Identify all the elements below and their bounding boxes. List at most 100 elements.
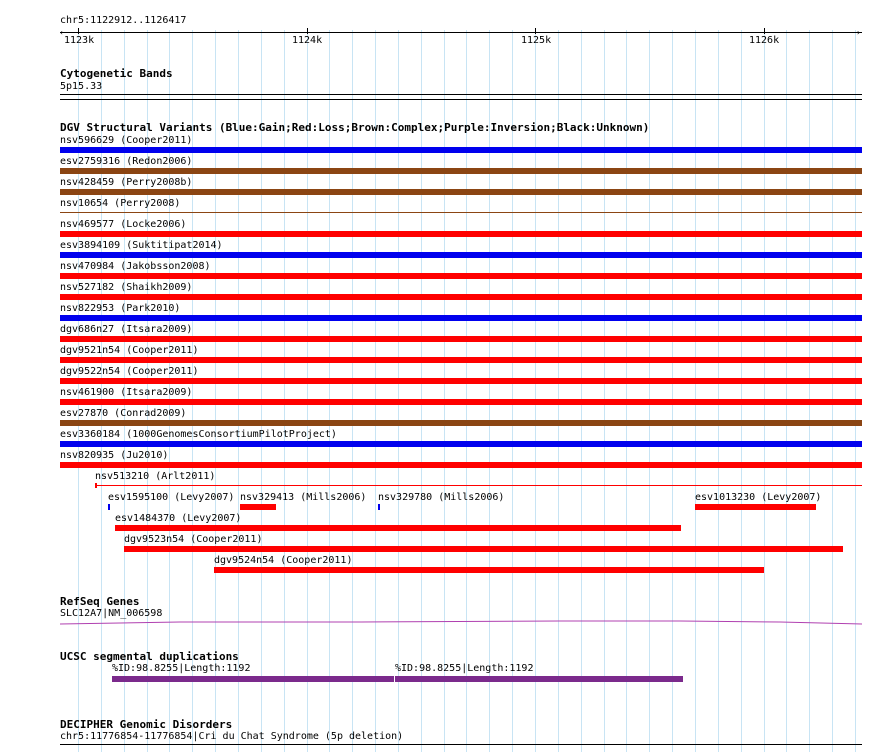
grid-line: [147, 30, 148, 752]
grid-line: [398, 30, 399, 752]
cytoband-track-title[interactable]: Cytogenetic Bands: [60, 67, 173, 80]
variant-bar[interactable]: [115, 525, 681, 531]
variant-label[interactable]: nsv428459 (Perry2008b): [60, 177, 193, 188]
variant-label[interactable]: esv1484370 (Levy2007): [115, 513, 242, 524]
grid-line: [329, 30, 330, 752]
grid-line: [718, 30, 719, 752]
segdup-bar[interactable]: [112, 676, 394, 682]
decipher-bar[interactable]: [60, 744, 862, 745]
variant-bar[interactable]: [60, 231, 862, 237]
refseq-gene-line[interactable]: [60, 618, 862, 628]
variant-bar[interactable]: [60, 315, 862, 321]
variant-label[interactable]: dgv9523n54 (Cooper2011): [124, 534, 263, 545]
grid-line: [626, 30, 627, 752]
ruler-tick-label: 1123k: [64, 35, 95, 46]
variant-bar[interactable]: [60, 441, 862, 447]
variant-bar[interactable]: [695, 504, 816, 510]
grid-line: [101, 30, 102, 752]
ruler-tick-label: 1125k: [521, 35, 552, 46]
grid-line: [169, 30, 170, 752]
variant-label[interactable]: nsv822953 (Park2010): [60, 303, 181, 314]
variant-label[interactable]: esv2759316 (Redon2006): [60, 156, 193, 167]
variant-bar[interactable]: [60, 147, 862, 153]
grid-line: [558, 30, 559, 752]
dgv-track-title[interactable]: DGV Structural Variants (Blue:Gain;Red:L…: [60, 121, 650, 134]
segdup-bar[interactable]: [395, 676, 683, 682]
grid-line: [284, 30, 285, 752]
variant-label[interactable]: esv1595100 (Levy2007): [108, 492, 235, 503]
variant-bar[interactable]: [60, 420, 862, 426]
variant-label[interactable]: nsv10654 (Perry2008): [60, 198, 181, 209]
grid-line: [444, 30, 445, 752]
variant-label[interactable]: nsv470984 (Jakobsson2008): [60, 261, 211, 272]
ruler-right-arrow-icon: ›: [856, 28, 861, 37]
segdup-track-title[interactable]: UCSC segmental duplications: [60, 650, 239, 663]
variant-bar[interactable]: [60, 378, 862, 384]
grid-line: [672, 30, 673, 752]
grid-line: [261, 30, 262, 752]
variant-label[interactable]: nsv513210 (Arlt2011): [95, 471, 216, 482]
variant-label[interactable]: nsv527182 (Shaikh2009): [60, 282, 193, 293]
ruler-tick: [535, 28, 536, 34]
grid-line: [581, 30, 582, 752]
grid-line: [809, 30, 810, 752]
cytoband-label[interactable]: 5p15.33: [60, 81, 103, 92]
variant-label[interactable]: dgv9522n54 (Cooper2011): [60, 366, 199, 377]
variant-label[interactable]: dgv9524n54 (Cooper2011): [214, 555, 353, 566]
grid-line: [786, 30, 787, 752]
variant-label[interactable]: dgv9521n54 (Cooper2011): [60, 345, 199, 356]
decipher-label[interactable]: chr5:11776854-11776854|Cri du Chat Syndr…: [60, 731, 404, 742]
ruler-axis: [60, 32, 862, 33]
grid-line: [375, 30, 376, 752]
region-label: chr5:1122912..1126417: [60, 15, 187, 26]
variant-label[interactable]: nsv329780 (Mills2006): [378, 492, 505, 503]
grid-line: [307, 30, 308, 752]
grid-line: [238, 30, 239, 752]
grid-line: [192, 30, 193, 752]
variant-bar[interactable]: [378, 504, 380, 510]
variant-bar[interactable]: [95, 485, 862, 486]
grid-line: [215, 30, 216, 752]
variant-label[interactable]: nsv461900 (Itsara2009): [60, 387, 193, 398]
variant-bar[interactable]: [214, 567, 764, 573]
ruler-tick-label: 1126k: [749, 35, 780, 46]
variant-bar[interactable]: [240, 504, 276, 510]
ruler-tick: [307, 28, 308, 34]
refseq-track-title[interactable]: RefSeq Genes: [60, 595, 140, 608]
decipher-track-title[interactable]: DECIPHER Genomic Disorders: [60, 718, 233, 731]
variant-label[interactable]: esv3360184 (1000GenomesConsortiumPilotPr…: [60, 429, 337, 440]
ruler-tick: [764, 28, 765, 34]
grid-line: [832, 30, 833, 752]
variant-label[interactable]: esv27870 (Conrad2009): [60, 408, 187, 419]
variant-bar[interactable]: [124, 546, 843, 552]
variant-label[interactable]: nsv820935 (Ju2010): [60, 450, 169, 461]
variant-label[interactable]: esv3894109 (Suktitipat2014): [60, 240, 223, 251]
variant-bar[interactable]: [60, 399, 862, 405]
variant-bar[interactable]: [108, 504, 110, 510]
variant-bar[interactable]: [60, 462, 862, 468]
variant-label[interactable]: nsv469577 (Locke2006): [60, 219, 187, 230]
refseq-gene-label[interactable]: SLC12A7|NM_006598: [60, 608, 163, 619]
segdup-label[interactable]: %ID:98.8255|Length:1192: [395, 663, 534, 674]
grid-line: [421, 30, 422, 752]
cytoband-band-top: [60, 94, 862, 95]
variant-label[interactable]: nsv596629 (Cooper2011): [60, 135, 193, 146]
variant-label[interactable]: dgv686n27 (Itsara2009): [60, 324, 193, 335]
grid-line: [512, 30, 513, 752]
grid-line: [466, 30, 467, 752]
variant-label[interactable]: nsv329413 (Mills2006): [240, 492, 367, 503]
grid-line: [855, 30, 856, 752]
variant-bar[interactable]: [60, 273, 862, 279]
ruler-tick-label: 1124k: [292, 35, 323, 46]
variant-bar[interactable]: [60, 168, 862, 174]
variant-label[interactable]: esv1013230 (Levy2007): [695, 492, 822, 503]
variant-bar[interactable]: [60, 336, 862, 342]
variant-bar[interactable]: [60, 294, 862, 300]
variant-bar[interactable]: [60, 212, 862, 213]
variant-bar[interactable]: [60, 252, 862, 258]
segdup-label[interactable]: %ID:98.8255|Length:1192: [112, 663, 251, 674]
variant-bar[interactable]: [60, 189, 862, 195]
variant-bar[interactable]: [60, 357, 862, 363]
grid-line: [649, 30, 650, 752]
